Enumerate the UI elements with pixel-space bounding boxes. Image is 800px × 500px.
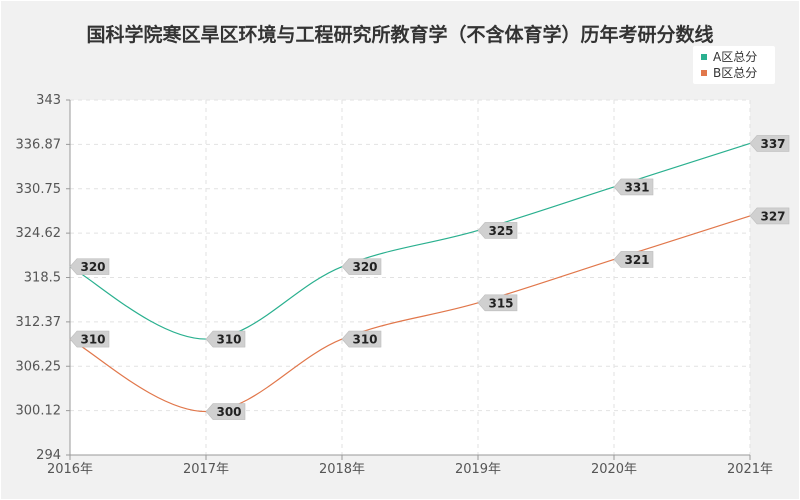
chart-title: 国科学院寒区旱区环境与工程研究所教育学（不含体育学）历年考研分数线 <box>86 24 714 46</box>
data-label-a: 331 <box>624 180 649 194</box>
y-tick-label: 318.5 <box>24 271 61 286</box>
data-label-bg-a <box>477 222 518 239</box>
data-label-bg-b <box>69 330 110 348</box>
y-tick-label: 343 <box>36 93 61 108</box>
data-label-a: 325 <box>488 224 513 238</box>
data-label-b: 310 <box>352 333 377 347</box>
data-label-bg-a <box>749 135 790 152</box>
data-label-a: 337 <box>760 137 785 151</box>
x-tick-label: 2016年 <box>47 462 93 477</box>
legend-swatch-a <box>701 54 707 60</box>
y-tick-label: 312.37 <box>16 315 62 330</box>
legend-label-b: B区总分 <box>713 66 758 80</box>
y-tick-label: 336.87 <box>16 137 62 152</box>
chart-legend[interactable]: A区总分 B区总分 <box>693 46 775 84</box>
y-tick-label: 294 <box>36 448 61 463</box>
data-label-bg-b <box>341 330 382 348</box>
data-label-bg-a <box>69 258 110 275</box>
y-tick-label: 300.12 <box>16 404 62 419</box>
x-tick-label: 2021年 <box>727 462 773 477</box>
legend-label-a: A区总分 <box>713 50 758 64</box>
y-tick-label: 330.75 <box>16 182 62 197</box>
data-label-bg-a <box>613 178 654 196</box>
y-tick-label: 324.62 <box>16 226 62 241</box>
data-label-bg-a <box>205 330 246 348</box>
y-tick-label: 306.25 <box>16 359 62 374</box>
x-tick-label: 2019年 <box>455 462 501 477</box>
data-label-bg-b <box>477 294 518 312</box>
data-label-bg-a <box>341 258 382 275</box>
data-label-b: 327 <box>760 209 785 223</box>
data-label-a: 320 <box>352 260 377 274</box>
data-label-b: 300 <box>216 405 241 419</box>
data-label-b: 315 <box>488 296 513 310</box>
x-tick-label: 2017年 <box>183 462 229 477</box>
x-tick-label: 2020年 <box>591 462 637 477</box>
data-label-a: 320 <box>80 260 105 274</box>
data-label-b: 310 <box>80 333 105 347</box>
data-label-bg-b <box>749 207 790 225</box>
data-label-bg-b <box>205 403 246 420</box>
data-label-b: 321 <box>624 253 649 267</box>
x-tick-label: 2018年 <box>319 462 365 477</box>
data-label-bg-b <box>613 251 654 268</box>
legend-swatch-b <box>701 70 707 76</box>
data-label-a: 310 <box>216 333 241 347</box>
